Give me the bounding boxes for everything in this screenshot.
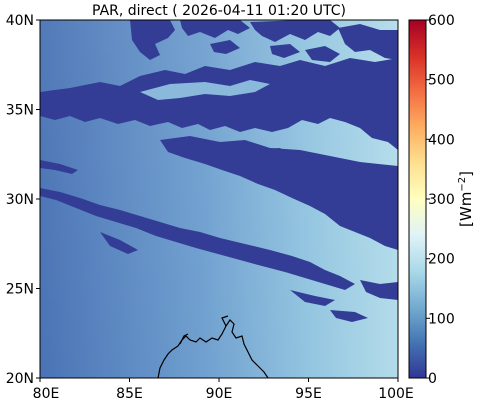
colorbar-tick-label: 100	[428, 311, 455, 327]
lon-tick-label: 90E	[206, 386, 233, 402]
colorbar-tick-label: 500	[428, 73, 455, 89]
lon-tick-label: 100E	[378, 386, 414, 402]
lon-tick-label: 80E	[33, 386, 60, 402]
colorbar-unit-label: [Wm−2]	[457, 171, 475, 227]
lat-tick-label: 40N	[6, 13, 34, 29]
colorbar-tick-label: 600	[428, 13, 455, 29]
lon-tick-label: 85E	[116, 386, 143, 402]
lon-tick-label: 95E	[295, 386, 322, 402]
lat-axis: 40N 35N 30N 25N 20N	[6, 13, 40, 387]
lat-tick-label: 30N	[6, 192, 34, 208]
colorbar-tick-label: 400	[428, 132, 455, 148]
lon-axis: 80E 85E 90E 95E 100E	[33, 378, 414, 402]
figure-title: PAR, direct ( 2026-04-11 01:20 UTC)	[92, 3, 346, 19]
colorbar: 600 500 400 300 200 100 0 [Wm−2]	[408, 13, 475, 387]
map-panel	[40, 20, 398, 378]
coastline	[157, 315, 269, 378]
lat-tick-label: 25N	[6, 282, 34, 298]
colorbar-gradient	[408, 19, 427, 379]
cloud-mask	[40, 20, 398, 322]
colorbar-tick-label: 300	[428, 192, 455, 208]
colorbar-tick-label: 200	[428, 252, 455, 268]
colorbar-tick-label: 0	[428, 371, 437, 387]
lat-tick-label: 35N	[6, 103, 34, 119]
lat-tick-label: 20N	[6, 371, 34, 387]
